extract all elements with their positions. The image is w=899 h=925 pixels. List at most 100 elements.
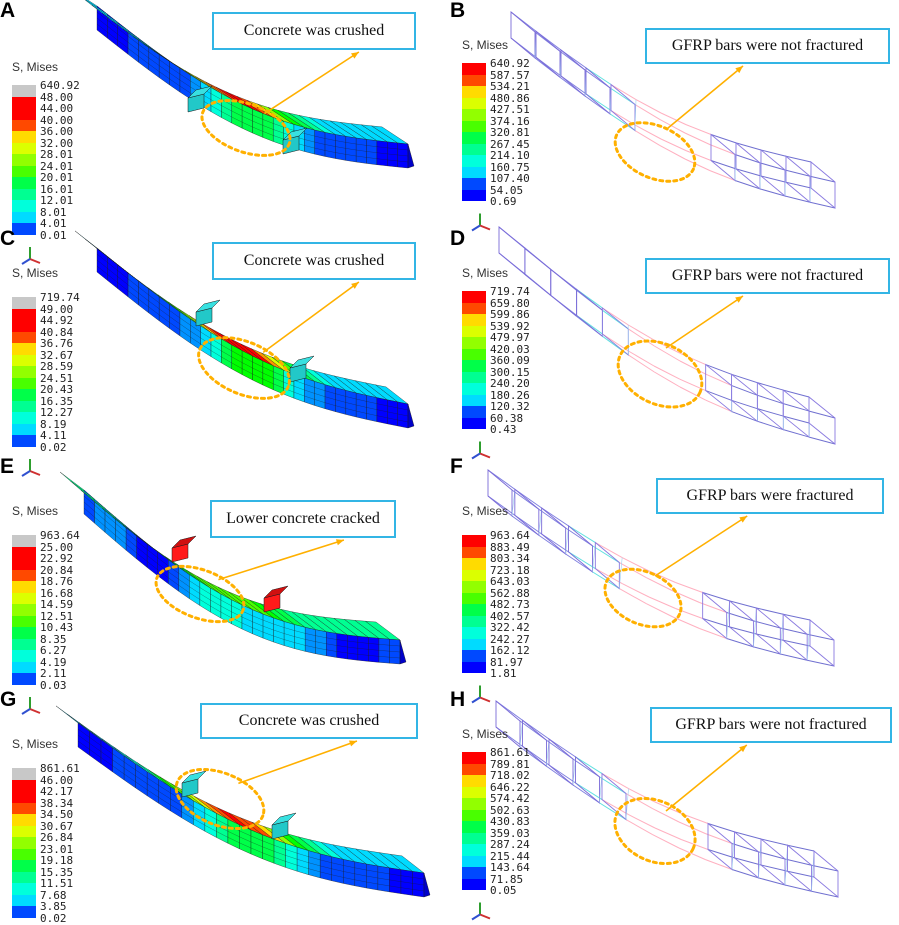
legend-value: 28.59	[40, 361, 73, 372]
longitudinal-bar	[542, 508, 569, 526]
legend-value: 360.09	[490, 355, 530, 366]
legend-value: 6.27	[40, 645, 67, 656]
legend-swatch	[462, 627, 486, 639]
panel-letter: G	[0, 689, 16, 710]
legend-value: 22.92	[40, 553, 73, 564]
legend-value: 300.15	[490, 367, 530, 378]
legend-swatch	[12, 366, 36, 378]
legend-swatch	[462, 395, 486, 407]
highlight-ellipse	[604, 786, 706, 876]
legend-swatch	[12, 389, 36, 401]
longitudinal-bar	[685, 133, 710, 145]
legend-swatch	[462, 291, 486, 303]
legend-value: 789.81	[490, 759, 530, 770]
legend-value: 659.80	[490, 298, 530, 309]
legend-value: 539.92	[490, 321, 530, 332]
legend-swatch	[12, 412, 36, 424]
legend-swatch	[12, 332, 36, 344]
callout-box: GFRP bars were not fractured	[650, 707, 892, 743]
legend-value: 32.00	[40, 138, 73, 149]
legend-value: 861.61	[40, 763, 80, 774]
longitudinal-bar	[602, 308, 628, 325]
legend-swatch	[12, 883, 36, 895]
legend-swatch	[462, 547, 486, 559]
legend-value: 0.05	[490, 885, 517, 896]
legend-swatch	[12, 593, 36, 605]
stirrup	[811, 162, 835, 208]
legend-swatch	[462, 337, 486, 349]
legend-swatch	[12, 616, 36, 628]
legend-value: 359.03	[490, 828, 530, 839]
legend-swatch	[12, 872, 36, 884]
longitudinal-bar	[636, 100, 661, 113]
legend-swatch	[462, 190, 486, 202]
legend-swatch	[462, 844, 486, 856]
legend-swatch	[462, 326, 486, 338]
callout-arrow	[218, 540, 344, 580]
legend-swatch	[12, 189, 36, 201]
legend-swatch	[462, 650, 486, 662]
legend-swatch	[462, 581, 486, 593]
panel-letter: B	[450, 0, 465, 21]
legend-value: 502.63	[490, 805, 530, 816]
stirrup	[786, 156, 810, 202]
legend-swatch	[12, 803, 36, 815]
legend-value: 574.42	[490, 793, 530, 804]
legend-value: 26.84	[40, 832, 73, 843]
legend-swatch	[462, 98, 486, 110]
arrow-head	[739, 516, 747, 523]
legend-swatch	[462, 639, 486, 651]
legend-value: 430.83	[490, 816, 530, 827]
legend-value: 0.43	[490, 424, 517, 435]
legend-swatch	[462, 178, 486, 190]
stirrup	[703, 593, 727, 639]
legend-swatch	[12, 604, 36, 616]
legend-value: 402.57	[490, 611, 530, 622]
legend-value: 719.74	[490, 286, 530, 297]
legend-swatch	[462, 167, 486, 179]
callout-arrow	[238, 741, 357, 783]
callout-arrow	[263, 282, 359, 352]
longitudinal-bar	[569, 552, 596, 569]
legend-swatch	[462, 360, 486, 372]
longitudinal-bar	[566, 528, 593, 546]
panel-letter: E	[0, 456, 14, 477]
longitudinal-bar	[676, 583, 703, 593]
legend-value: 420.03	[490, 344, 530, 355]
panel-letter: D	[450, 228, 465, 249]
longitudinal-bar	[586, 94, 611, 111]
legend-value: 38.34	[40, 798, 73, 809]
legend-swatch	[12, 826, 36, 838]
legend-swatch	[462, 121, 486, 133]
callout-arrow	[655, 516, 747, 576]
callout-box: Concrete was crushed	[212, 12, 416, 50]
legend-title: S, Mises	[12, 504, 58, 518]
legend-value: 534.21	[490, 81, 530, 92]
legend-value: 4.19	[40, 657, 67, 668]
longitudinal-bar	[732, 844, 759, 852]
legend-value: 0.02	[40, 442, 67, 453]
legend-value: 718.02	[490, 770, 530, 781]
legend-swatch	[462, 109, 486, 121]
legend-value: 12.01	[40, 195, 73, 206]
longitudinal-bar	[735, 181, 760, 189]
legend-swatch	[12, 768, 36, 780]
longitudinal-bar	[635, 131, 660, 146]
legend-value: 723.18	[490, 565, 530, 576]
legend-swatch	[462, 662, 486, 674]
legend-swatch	[462, 303, 486, 315]
legend-swatch	[462, 132, 486, 144]
legend-value: 0.69	[490, 196, 517, 207]
legend-value: 599.86	[490, 309, 530, 320]
legend-swatch	[12, 535, 36, 547]
legend-swatch	[462, 372, 486, 384]
legend-value: 562.88	[490, 588, 530, 599]
legend-value: 15.35	[40, 867, 73, 878]
longitudinal-bar	[622, 584, 649, 597]
panel-letter: C	[0, 228, 15, 249]
legend-swatch	[462, 75, 486, 87]
longitudinal-bar	[732, 870, 759, 878]
